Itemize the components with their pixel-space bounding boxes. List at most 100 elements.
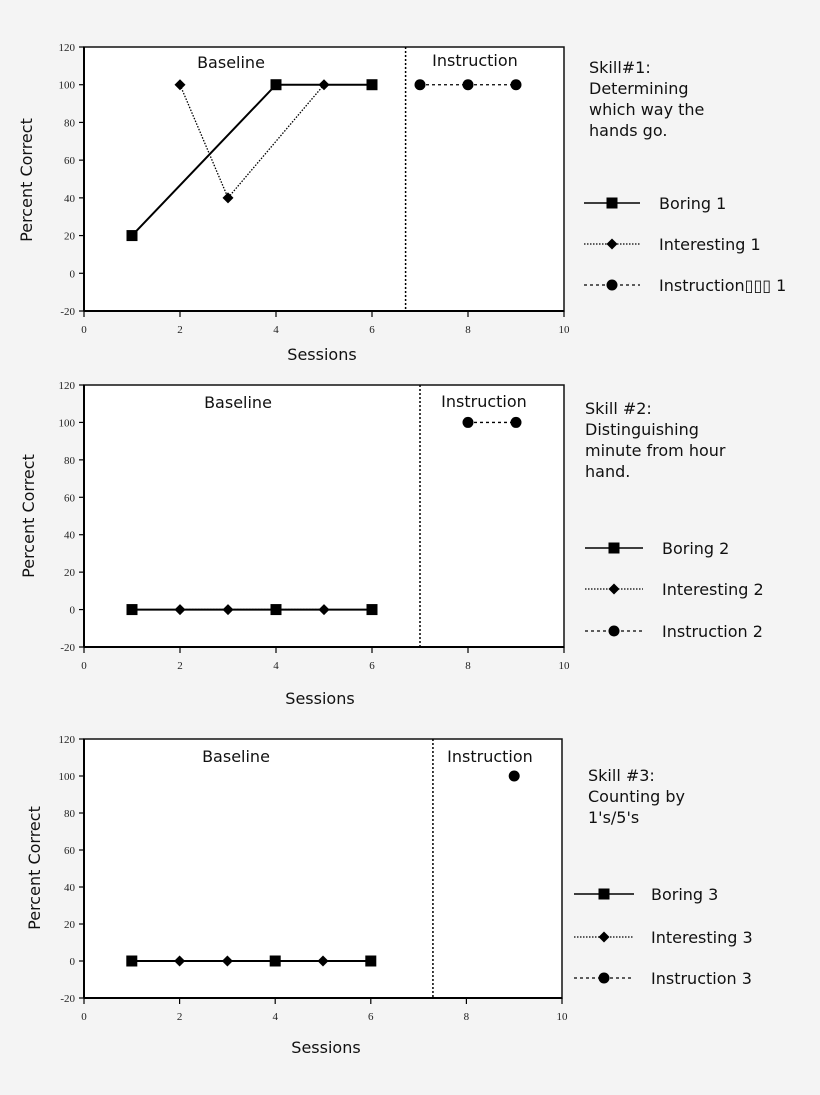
y-tick-label: 120 [59,734,76,746]
skill-annotation-line: which way the [589,100,704,119]
chart-panel-3: -20 0 20 40 60 80 100 120 0 2 4 6 8 10 Sessions Percent… [25,734,753,1057]
x-tick-label: 4 [272,1011,278,1023]
legend-marker [606,197,618,209]
skill-annotation-line: hand. [585,462,630,481]
y-tick-label: 100 [59,771,76,783]
data-point [510,416,522,428]
series-circle [508,770,520,782]
series-diamond [174,604,330,616]
data-point [318,604,330,616]
data-point [366,79,378,91]
legend-marker [608,583,620,595]
y-tick-label: 60 [64,845,76,857]
data-point [174,955,186,967]
x-tick-label: 2 [177,1011,183,1023]
data-point [126,955,138,967]
y-tick-label: 60 [64,492,76,504]
x-tick-label: 8 [465,660,471,672]
skill-annotation-line: Counting by [588,787,685,806]
series-circle [414,79,522,91]
x-tick-label: 10 [559,660,571,672]
x-tick-label: 8 [464,1011,470,1023]
data-point [222,604,234,616]
y-tick-label: -20 [60,306,75,318]
x-tick-label: 6 [368,1011,374,1023]
legend-label: Instruction▯▯▯ 1 [659,276,786,295]
skill-annotation-line: Skill#1: [589,58,651,77]
data-point [318,79,330,91]
y-tick-label: 80 [64,117,76,129]
skill-annotation-line: Skill #3: [588,766,655,785]
phase-label-instruction: Instruction [441,392,527,411]
phase-label-baseline: Baseline [197,53,265,72]
x-axis-label: Sessions [291,1038,360,1057]
data-point [269,955,281,967]
y-axis-label: Percent Correct [17,118,36,242]
y-tick-label: 80 [64,455,76,467]
phase-label-baseline: Baseline [202,747,270,766]
data-point [221,955,233,967]
data-point [126,230,138,242]
x-tick-label: 0 [81,1011,87,1023]
data-point [510,79,522,91]
series-diamond [174,955,329,967]
x-tick-label: 10 [559,324,571,336]
data-point [414,79,426,91]
x-tick-label: 10 [557,1011,569,1023]
series-circle [462,416,522,428]
y-tick-label: 0 [70,268,76,280]
data-point [366,604,378,616]
x-tick-label: 4 [273,324,279,336]
legend-marker [598,888,610,900]
x-axis-label: Sessions [287,345,356,364]
y-tick-label: 40 [64,882,76,894]
y-tick-label: 120 [59,380,76,392]
data-point [365,955,377,967]
y-tick-label: 60 [64,155,76,167]
y-tick-label: 100 [59,80,76,92]
skill-annotation-line: minute from hour [585,441,726,460]
y-tick-label: 40 [64,193,76,205]
phase-label-baseline: Baseline [204,393,272,412]
data-point [317,955,329,967]
legend-label: Boring 3 [651,885,718,904]
skill-annotation-line: 1's/5's [588,808,639,827]
data-point [174,604,186,616]
legend-marker [598,972,610,984]
plot-area [83,46,565,312]
legend-marker [606,279,618,291]
y-tick-label: -20 [60,642,75,654]
y-tick-label: 20 [64,919,76,931]
x-tick-label: 2 [177,660,183,672]
series-diamond [174,79,330,204]
data-point [462,416,474,428]
legend-label: Interesting 3 [651,928,753,947]
y-tick-label: 100 [59,417,76,429]
y-tick-label: -20 [60,993,75,1005]
y-tick-label: 120 [59,42,76,54]
legend-marker [608,625,620,637]
data-point [222,192,234,204]
skill-annotation-line: Skill #2: [585,399,652,418]
y-axis-label: Percent Correct [25,806,44,930]
legend-label: Boring 1 [659,194,726,213]
legend-label: Instruction 3 [651,969,752,988]
x-tick-label: 8 [465,324,471,336]
y-tick-label: 0 [70,605,76,617]
y-tick-label: 20 [64,567,76,579]
phase-label-instruction: Instruction [432,51,518,70]
legend-label: Instruction 2 [662,622,763,641]
legend-marker [606,238,618,250]
skill-annotation-line: Determining [589,79,689,98]
data-point [126,604,138,616]
x-tick-label: 0 [81,660,87,672]
x-axis-label: Sessions [285,689,354,708]
y-tick-label: 80 [64,808,76,820]
legend-label: Interesting 1 [659,235,761,254]
data-point [174,79,186,91]
phase-label-instruction: Instruction [447,747,533,766]
chart-panel-1: -20 0 20 40 60 80 100 120 0 2 4 6 8 10 Sessions Percent… [17,42,786,364]
x-tick-label: 6 [369,324,375,336]
data-point [270,79,282,91]
y-tick-label: 0 [70,956,76,968]
